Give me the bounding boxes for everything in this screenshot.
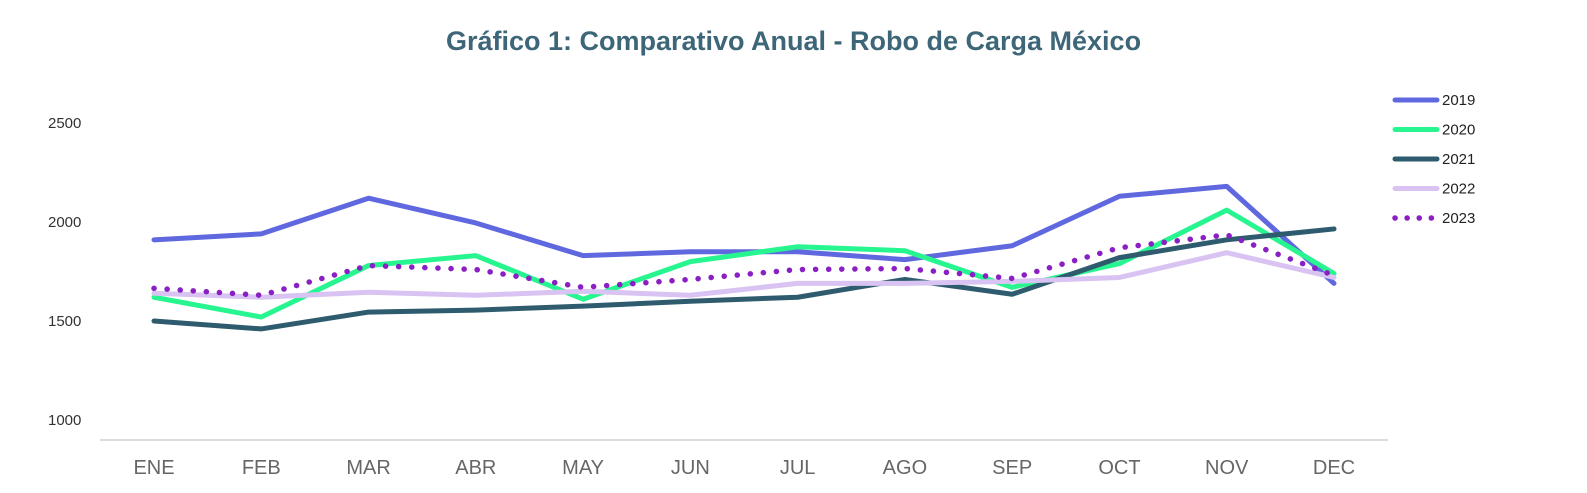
legend-label-2023: 2023 bbox=[1442, 210, 1475, 227]
legend-label-2019: 2019 bbox=[1442, 92, 1475, 109]
x-tick-label: MAR bbox=[346, 457, 390, 479]
x-tick-label: OCT bbox=[1098, 457, 1140, 479]
series-line-2021 bbox=[151, 226, 1337, 332]
x-tick-label: DEC bbox=[1313, 457, 1355, 479]
legend-label-2022: 2022 bbox=[1442, 181, 1475, 198]
y-tick-label: 2500 bbox=[48, 115, 81, 132]
chart-title: Gráfico 1: Comparativo Anual - Robo de C… bbox=[445, 26, 1142, 56]
x-tick-label: NOV bbox=[1205, 457, 1249, 479]
x-tick-label: AGO bbox=[883, 457, 927, 479]
x-tick-label: FEB bbox=[242, 457, 281, 479]
series-line-2022 bbox=[151, 250, 1337, 300]
x-tick-label: ABR bbox=[455, 457, 496, 479]
x-tick-label: JUL bbox=[780, 457, 816, 479]
x-tick-label: ENE bbox=[133, 457, 174, 479]
y-tick-label: 2000 bbox=[48, 214, 81, 231]
x-tick-label: JUN bbox=[671, 457, 710, 479]
legend-label-2021: 2021 bbox=[1442, 151, 1475, 168]
y-tick-label: 1000 bbox=[48, 412, 81, 429]
x-tick-label: SEP bbox=[992, 457, 1032, 479]
series-line-2023 bbox=[151, 232, 1337, 299]
legend-label-2020: 2020 bbox=[1442, 122, 1475, 139]
y-tick-label: 1500 bbox=[48, 313, 81, 330]
x-tick-label: MAY bbox=[562, 457, 604, 479]
